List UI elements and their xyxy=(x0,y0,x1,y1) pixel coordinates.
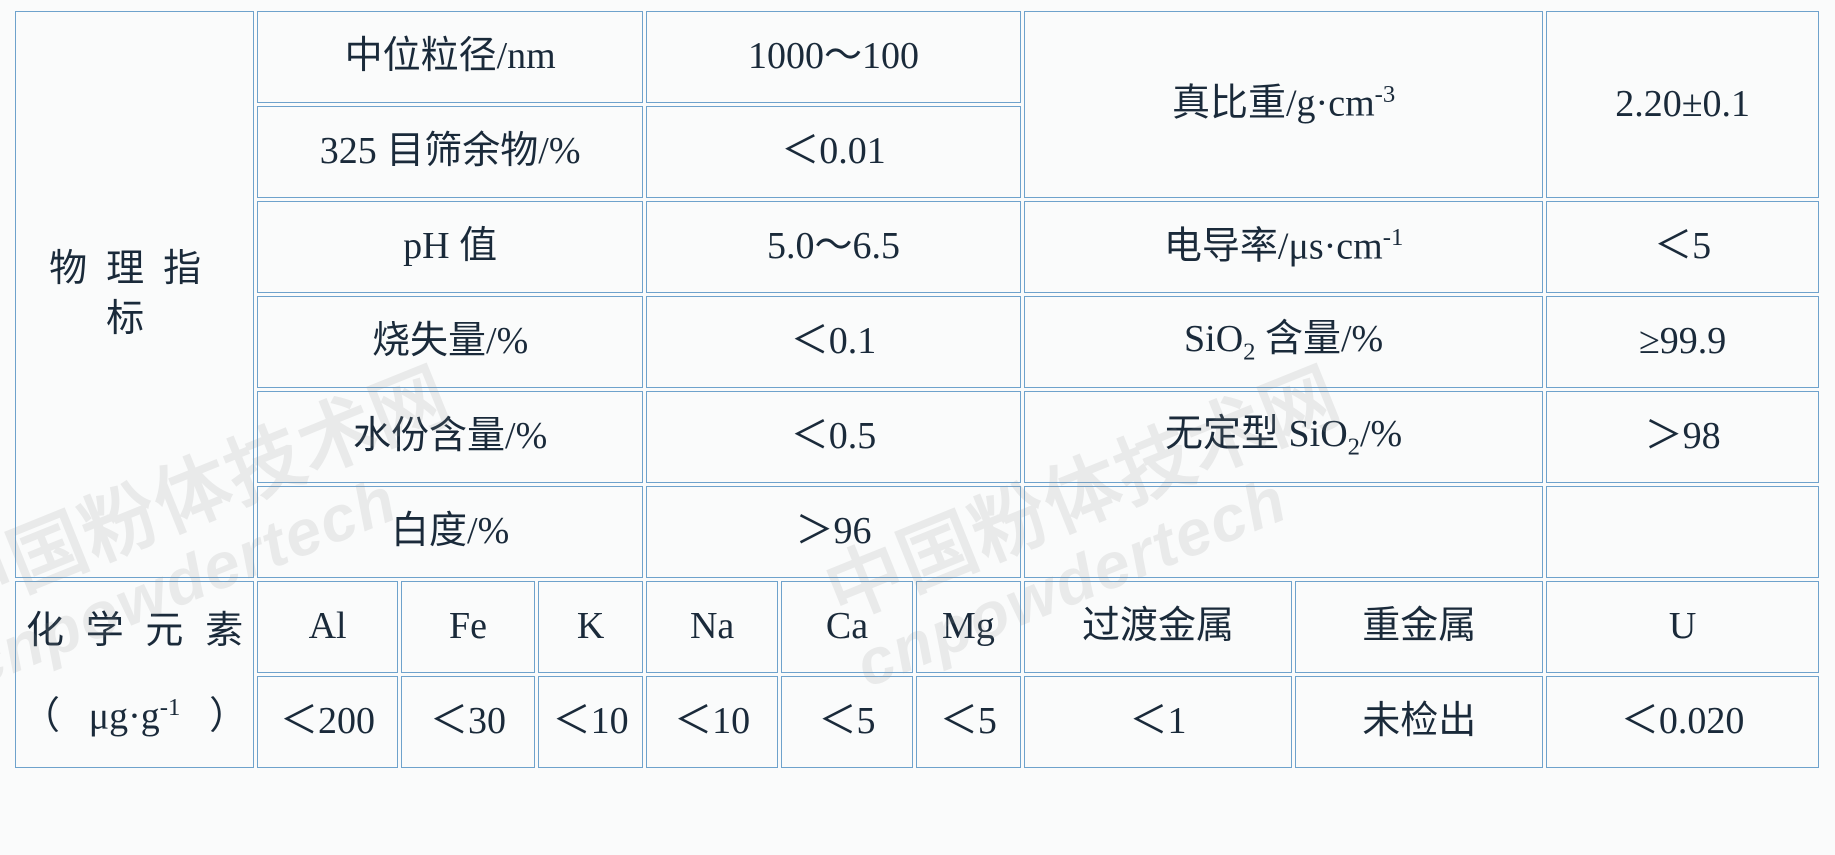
spec-table: 物理指标中位粒径/nm1000～100真比重/g·cm-32.20±0.1 325… xyxy=(12,8,1822,771)
chem-value: ＜1 xyxy=(1024,676,1292,768)
phys-label-right xyxy=(1024,486,1543,578)
phys-value: ＜0.5 xyxy=(646,391,1021,483)
chem-value: ＜30 xyxy=(401,676,535,768)
phys-label: 325 目筛余物/% xyxy=(257,106,643,198)
phys-value: ＞96 xyxy=(646,486,1021,578)
chemical-header: 化 学 元 素（μg·g-1） xyxy=(15,581,254,768)
physical-header: 物理指标 xyxy=(15,11,254,578)
phys-label-right: 真比重/g·cm-3 xyxy=(1024,11,1543,198)
chem-element: K xyxy=(538,581,643,673)
chem-element: 重金属 xyxy=(1295,581,1543,673)
chem-value: ＜10 xyxy=(538,676,643,768)
chem-element: 过渡金属 xyxy=(1024,581,1292,673)
chem-element: Fe xyxy=(401,581,535,673)
chem-element: Mg xyxy=(916,581,1021,673)
phys-label: 水份含量/% xyxy=(257,391,643,483)
chem-value: ＜10 xyxy=(646,676,778,768)
phys-value-right xyxy=(1546,486,1819,578)
phys-value: ＜0.01 xyxy=(646,106,1021,198)
chem-element: U xyxy=(1546,581,1819,673)
phys-value-right: ＜5 xyxy=(1546,201,1819,293)
phys-value: 5.0～6.5 xyxy=(646,201,1021,293)
chem-element: Ca xyxy=(781,581,913,673)
page-root: 中国粉体技术网 cnpowdertech 中国粉体技术网 cnpowdertec… xyxy=(0,0,1835,855)
chem-value: ＜5 xyxy=(916,676,1021,768)
chem-value: ＜0.020 xyxy=(1546,676,1819,768)
chem-element: Na xyxy=(646,581,778,673)
chem-value: ＜200 xyxy=(257,676,398,768)
phys-label: 中位粒径/nm xyxy=(257,11,643,103)
phys-label-right: SiO2 含量/% xyxy=(1024,296,1543,388)
chem-value: 未检出 xyxy=(1295,676,1543,768)
phys-label-right: 无定型 SiO2/% xyxy=(1024,391,1543,483)
phys-value-right: ≥99.9 xyxy=(1546,296,1819,388)
phys-label: 白度/% xyxy=(257,486,643,578)
phys-value: 1000～100 xyxy=(646,11,1021,103)
phys-value: ＜0.1 xyxy=(646,296,1021,388)
chem-value: ＜5 xyxy=(781,676,913,768)
phys-label-right: 电导率/μs·cm-1 xyxy=(1024,201,1543,293)
chem-element: Al xyxy=(257,581,398,673)
phys-value-right: 2.20±0.1 xyxy=(1546,11,1819,198)
phys-label: 烧失量/% xyxy=(257,296,643,388)
phys-label: pH 值 xyxy=(257,201,643,293)
phys-value-right: ＞98 xyxy=(1546,391,1819,483)
